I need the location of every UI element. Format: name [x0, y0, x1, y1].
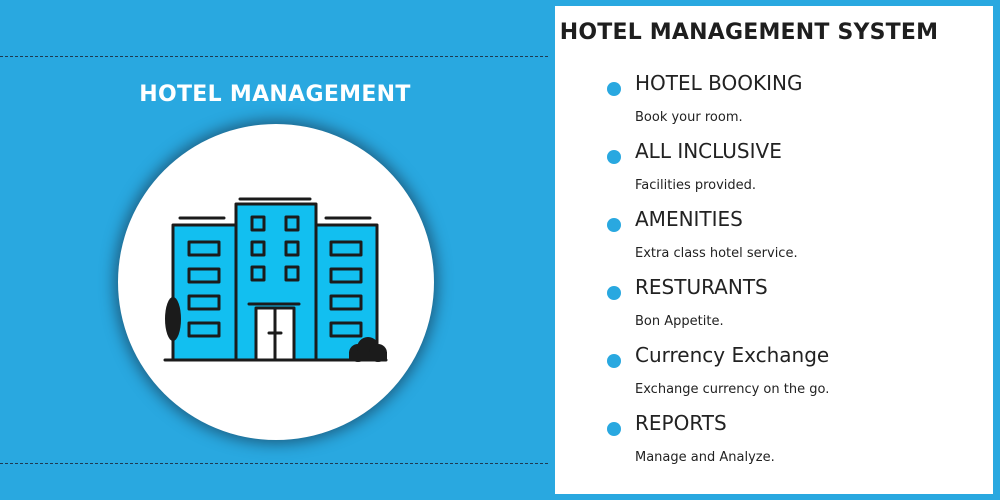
item-title: ALL INCLUSIVE [635, 139, 782, 163]
bullet-dot-icon [607, 150, 621, 164]
item-title: Currency Exchange [635, 343, 830, 367]
bullet-dot-icon [607, 218, 621, 232]
bottom-dashed-divider [0, 463, 548, 464]
item-description: Facilities provided. [635, 178, 757, 193]
bullet-dot-icon [607, 286, 621, 300]
bullet-dot-icon [607, 422, 621, 436]
top-dashed-divider [0, 56, 548, 57]
illustration-circle [118, 124, 434, 440]
item-description: Bon Appetite. [635, 314, 724, 329]
bullet-dot-icon [607, 354, 621, 368]
bullet-dot-icon [607, 82, 621, 96]
item-description: Manage and Analyze. [635, 450, 775, 465]
item-title: RESTURANTS [635, 275, 768, 299]
features-panel: HOTEL MANAGEMENT SYSTEM HOTEL BOOKING Bo… [555, 6, 993, 494]
item-description: Exchange currency on the go. [635, 382, 830, 397]
item-description: Book your room. [635, 110, 743, 125]
item-description: Extra class hotel service. [635, 246, 798, 261]
item-title: HOTEL BOOKING [635, 71, 803, 95]
item-title: REPORTS [635, 411, 727, 435]
hotel-management-heading: HOTEL MANAGEMENT [139, 82, 411, 107]
item-title: AMENITIES [635, 207, 743, 231]
panel-title: HOTEL MANAGEMENT SYSTEM [559, 20, 939, 45]
hotel-building-icon [163, 197, 388, 362]
